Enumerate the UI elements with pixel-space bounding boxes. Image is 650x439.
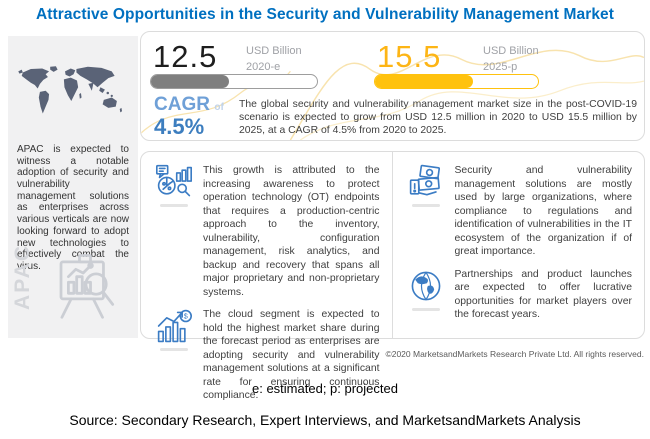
globe-icon [405,267,447,322]
page-title: Attractive Opportunities in the Security… [35,6,615,23]
insight-text-large-organizations: Security and vulnerability management so… [454,165,633,258]
market-size-2020-unit: USD Billion [246,45,302,57]
icon-shadow [411,204,440,207]
insights-right-column: Security and vulnerability management so… [393,152,645,338]
cagr-value: 4.5% [154,114,205,139]
market-size-2025-unit: USD Billion [483,45,539,57]
market-size-2020-period: 2020-e [246,60,281,73]
insight-item-growth-drivers: This growth is attributed to the increas… [145,158,388,302]
insight-item-partnerships: Partnerships and product launches are ex… [397,262,641,325]
cagr-block: CAGR of 4.5% [154,95,224,138]
market-size-2020-value: 12.5 [153,39,218,74]
apac-watermark-label: APAC [11,244,34,310]
growth-chart-icon: $ [153,307,195,403]
market-size-2020-bar [150,74,318,89]
insight-item-cloud-segment: $ The cloud segment is expected to hold … [145,302,388,406]
market-size-2025-labels: USD Billion 2025-p [483,44,539,76]
insight-text-growth-drivers: This growth is attributed to the increas… [203,165,380,298]
cagr-label: CAGR [154,94,210,115]
money-in-hand-icon [405,163,447,259]
insight-item-large-organizations: Security and vulnerability management so… [397,158,641,262]
insights-panel: This growth is attributed to the increas… [140,151,645,401]
cagr-connector: of [214,102,224,113]
apac-sidebar: APAC is expected to witness a notable ad… [8,36,138,338]
apac-note-text: APAC is expected to witness a notable ad… [17,144,129,272]
market-size-2025-period: 2025-p [483,60,518,73]
market-size-panel: 12.5 USD Billion 2020-e 15.5 USD Billion… [140,31,645,141]
market-analysis-icon [153,163,195,299]
svg-text:$: $ [184,312,188,321]
copyright-notice: ©2020 MarketsandMarkets Research Private… [385,349,644,359]
market-size-2025-bar-fill [375,75,473,88]
market-size-2025-value: 15.5 [377,39,442,74]
market-summary-text: The global security and vulnerability ma… [239,99,637,137]
icon-shadow [160,348,188,352]
footnote-legend: e: estimated; p: projected [252,381,398,396]
world-map-icon [16,50,130,136]
insights-left-column: This growth is attributed to the increas… [141,152,393,401]
market-size-2025-bar [374,74,539,89]
insight-text-cloud-segment: The cloud segment is expected to hold th… [203,309,380,402]
market-size-2020-bar-fill [151,75,230,88]
insight-text-partnerships: Partnerships and product launches are ex… [454,268,633,321]
market-size-2020-labels: USD Billion 2020-e [246,44,302,76]
market-research-board-icon [46,249,124,326]
icon-shadow [411,307,440,311]
source-attribution: Source: Secondary Research, Expert Inter… [69,412,581,428]
icon-shadow [160,204,188,207]
